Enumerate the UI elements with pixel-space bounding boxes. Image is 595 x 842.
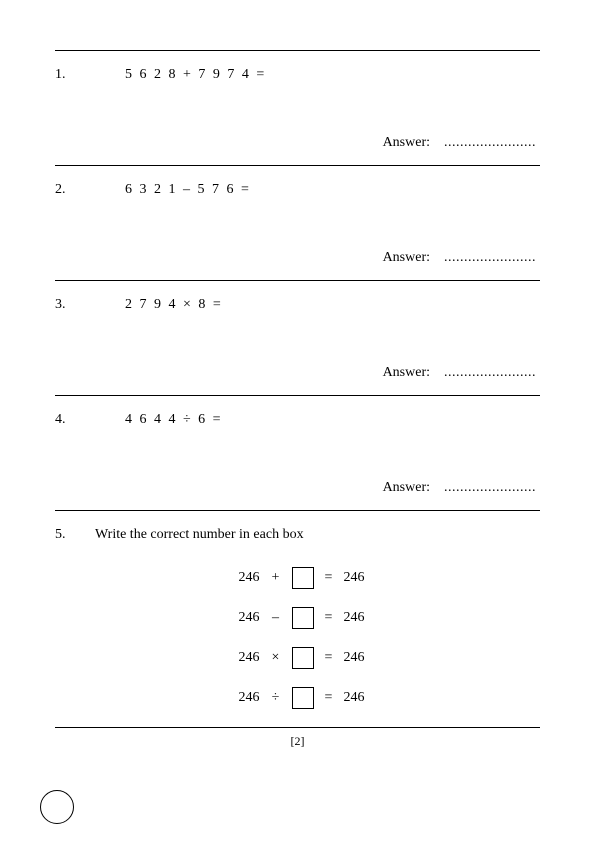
answer-blank: ....................... <box>444 480 536 495</box>
equation-stack: 246 + = 246 246 – = 246 246 × = 246 246 … <box>55 567 540 709</box>
answer-label: Answer: <box>383 250 430 265</box>
question-3: 3. 2 7 9 4 × 8 = Answer: ...............… <box>55 297 540 381</box>
eq-rhs: 246 <box>344 610 384 626</box>
question-number: 4. <box>55 412 125 428</box>
page-number: [2] <box>55 734 540 749</box>
question-number: 5. <box>55 527 95 543</box>
question-number: 2. <box>55 182 125 198</box>
eq-op: + <box>268 570 284 586</box>
eq-rhs: 246 <box>344 690 384 706</box>
eq-op: × <box>268 650 284 666</box>
answer-line: Answer: ....................... <box>55 135 540 151</box>
question-instruction: Write the correct number in each box <box>95 527 304 543</box>
eq-equals: = <box>322 650 336 666</box>
eq-lhs: 246 <box>212 650 260 666</box>
question-expression: 6 3 2 1 – 5 7 6 = <box>125 182 251 198</box>
eq-op: ÷ <box>268 690 284 706</box>
equation-line: 246 – = 246 <box>55 607 540 629</box>
question-5: 5. Write the correct number in each box … <box>55 527 540 709</box>
answer-line: Answer: ....................... <box>55 480 540 496</box>
answer-blank: ....................... <box>444 365 536 380</box>
footer-circle <box>40 790 74 824</box>
footer-rule <box>55 727 540 728</box>
question-4: 4. 4 6 4 4 ÷ 6 = Answer: ...............… <box>55 412 540 496</box>
answer-label: Answer: <box>383 480 430 495</box>
eq-rhs: 246 <box>344 650 384 666</box>
eq-rhs: 246 <box>344 570 384 586</box>
equation-line: 246 ÷ = 246 <box>55 687 540 709</box>
question-number: 3. <box>55 297 125 313</box>
answer-label: Answer: <box>383 365 430 380</box>
question-1: 1. 5 6 2 8 + 7 9 7 4 = Answer: .........… <box>55 67 540 151</box>
equation-line: 246 + = 246 <box>55 567 540 589</box>
eq-lhs: 246 <box>212 610 260 626</box>
eq-op: – <box>268 610 284 626</box>
question-expression: 5 6 2 8 + 7 9 7 4 = <box>125 67 266 83</box>
eq-equals: = <box>322 570 336 586</box>
answer-blank: ....................... <box>444 135 536 150</box>
eq-equals: = <box>322 690 336 706</box>
separator <box>55 510 540 511</box>
answer-box[interactable] <box>292 647 314 669</box>
separator <box>55 165 540 166</box>
separator <box>55 395 540 396</box>
answer-box[interactable] <box>292 687 314 709</box>
eq-lhs: 246 <box>212 690 260 706</box>
eq-lhs: 246 <box>212 570 260 586</box>
answer-box[interactable] <box>292 567 314 589</box>
answer-blank: ....................... <box>444 250 536 265</box>
question-2: 2. 6 3 2 1 – 5 7 6 = Answer: ...........… <box>55 182 540 266</box>
question-expression: 4 6 4 4 ÷ 6 = <box>125 412 223 428</box>
question-number: 1. <box>55 67 125 83</box>
top-rule <box>55 50 540 51</box>
answer-label: Answer: <box>383 135 430 150</box>
eq-equals: = <box>322 610 336 626</box>
answer-box[interactable] <box>292 607 314 629</box>
equation-line: 246 × = 246 <box>55 647 540 669</box>
answer-line: Answer: ....................... <box>55 365 540 381</box>
answer-line: Answer: ....................... <box>55 250 540 266</box>
question-expression: 2 7 9 4 × 8 = <box>125 297 223 313</box>
separator <box>55 280 540 281</box>
